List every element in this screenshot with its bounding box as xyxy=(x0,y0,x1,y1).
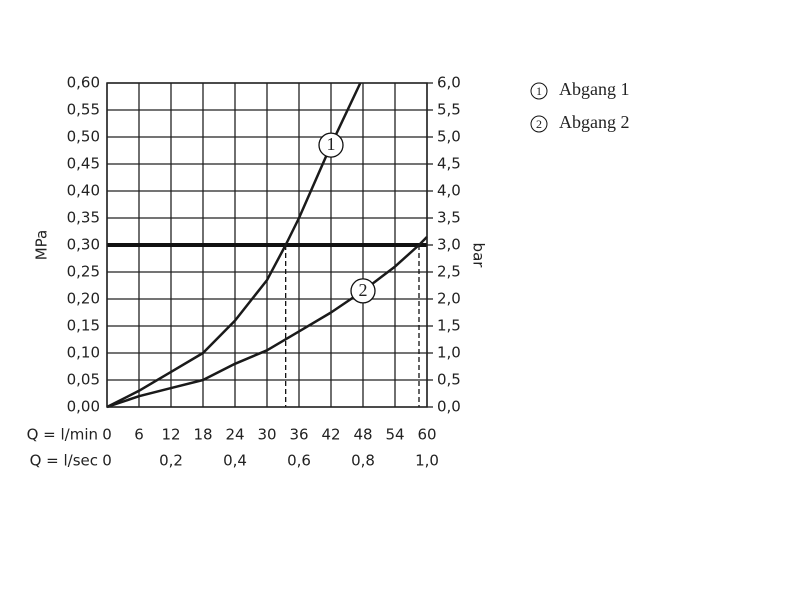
x-tick-label: 0 xyxy=(102,426,112,444)
legend-label: Abgang 2 xyxy=(559,112,630,132)
curve-label: 2 xyxy=(359,280,368,300)
series-line xyxy=(106,82,362,409)
legend-symbol xyxy=(530,82,548,100)
plot-frame xyxy=(106,82,428,408)
legend-label: Abgang 1 xyxy=(559,79,630,99)
x2-tick-label: 1,0 xyxy=(415,452,439,470)
x-tick-label: 54 xyxy=(385,426,404,444)
x2-tick-label: 0,2 xyxy=(159,452,183,470)
y2-tick-label: 5,5 xyxy=(437,101,461,119)
y2-tick-label: 2,0 xyxy=(437,290,461,308)
legend-symbol-label: 1 xyxy=(536,84,542,98)
curve-label-circle xyxy=(318,132,344,158)
x2-tick-label: 0,6 xyxy=(287,452,311,470)
y2-axis-label: bar xyxy=(470,243,488,269)
x-tick-label: 18 xyxy=(193,426,212,444)
y2-tick-label: 4,5 xyxy=(437,155,461,173)
x2-tick-label: 0,4 xyxy=(223,452,247,470)
x-tick-label: 24 xyxy=(225,426,244,444)
y-tick-label: 0,10 xyxy=(67,344,100,362)
y2-tick-label: 5,0 xyxy=(437,128,461,146)
y2-tick-label: 4,0 xyxy=(437,182,461,200)
x-tick-label: 42 xyxy=(321,426,340,444)
y-tick-label: 0,05 xyxy=(67,371,100,389)
y-tick-label: 0,20 xyxy=(67,290,100,308)
y2-tick-label: 3,5 xyxy=(437,209,461,227)
x-tick-label: 60 xyxy=(417,426,436,444)
x-tick-label: 12 xyxy=(161,426,180,444)
x2-tick-label: 0,8 xyxy=(351,452,375,470)
y2-tick-label: 3,0 xyxy=(437,236,461,254)
curve-label-circle xyxy=(350,278,376,304)
x-tick-label: 6 xyxy=(134,426,144,444)
y-tick-label: 0,30 xyxy=(67,236,100,254)
curve-label: 1 xyxy=(327,134,336,154)
x-tick-label: 30 xyxy=(257,426,276,444)
x2-axis-label: Q = l/sec xyxy=(30,452,98,470)
y-axis-label: MPa xyxy=(33,230,51,261)
y-tick-label: 0,45 xyxy=(67,155,100,173)
x-tick-label: 48 xyxy=(353,426,372,444)
y-tick-label: 0,35 xyxy=(67,209,100,227)
x-tick-label: 36 xyxy=(289,426,308,444)
y2-tick-label: 1,5 xyxy=(437,317,461,335)
y-tick-label: 0,55 xyxy=(67,101,100,119)
y2-tick-label: 6,0 xyxy=(437,74,461,92)
y-tick-label: 0,00 xyxy=(67,398,100,416)
y-tick-label: 0,50 xyxy=(67,128,100,146)
y2-tick-label: 0,0 xyxy=(437,398,461,416)
series-line xyxy=(106,236,428,409)
legend-symbol xyxy=(530,115,548,133)
x-axis-label: Q = l/min xyxy=(27,426,98,444)
y-tick-label: 0,40 xyxy=(67,182,100,200)
y-tick-label: 0,15 xyxy=(67,317,100,335)
legend-symbol-label: 2 xyxy=(536,117,542,131)
y2-tick-label: 1,0 xyxy=(437,344,461,362)
y2-tick-label: 0,5 xyxy=(437,371,461,389)
y-tick-label: 0,25 xyxy=(67,263,100,281)
y2-tick-label: 2,5 xyxy=(437,263,461,281)
x2-tick-label: 0 xyxy=(102,452,112,470)
y-tick-label: 0,60 xyxy=(67,74,100,92)
